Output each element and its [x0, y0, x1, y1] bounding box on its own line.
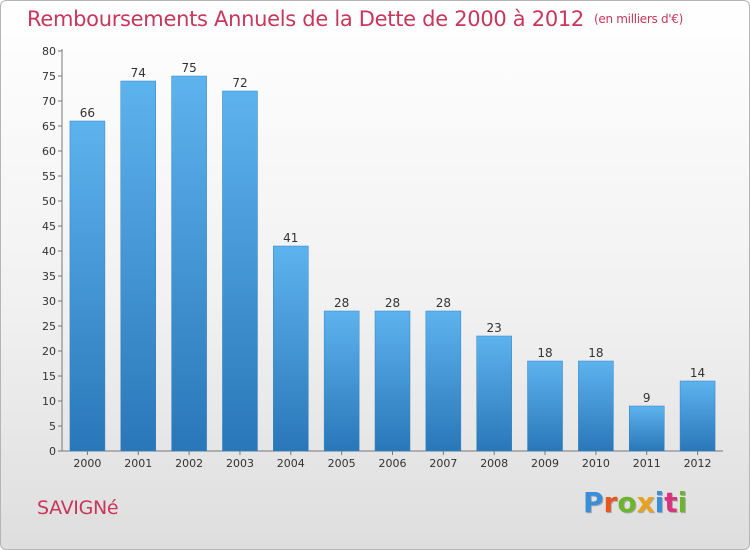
- bar: [120, 80, 157, 452]
- data-label: 28: [436, 296, 451, 310]
- y-tick-label: 60: [42, 145, 56, 158]
- logo-letter: i: [654, 486, 665, 519]
- x-tick-label: 2004: [277, 457, 305, 470]
- x-tick-label: 2003: [226, 457, 254, 470]
- data-label: 18: [537, 346, 552, 360]
- x-tick-label: 2005: [328, 457, 356, 470]
- x-tick-label: 2007: [429, 457, 457, 470]
- y-tick-label: 30: [42, 295, 56, 308]
- data-label: 72: [232, 76, 247, 90]
- data-label: 28: [385, 296, 400, 310]
- y-tick-label: 35: [42, 270, 56, 283]
- logo-letter: t: [664, 486, 678, 519]
- data-label: 23: [487, 321, 502, 335]
- bar: [527, 360, 563, 452]
- chart-title: Remboursements Annuels de la Dette de 20…: [27, 7, 683, 31]
- data-label: 18: [588, 346, 603, 360]
- logo-letter: P: [583, 486, 604, 519]
- y-tick-label: 55: [42, 170, 56, 183]
- logo-letter: o: [617, 486, 637, 519]
- data-label: 9: [643, 391, 651, 405]
- y-tick-label: 50: [42, 195, 56, 208]
- x-tick-label: 2002: [175, 457, 203, 470]
- bar: [374, 310, 411, 452]
- y-tick-label: 75: [42, 70, 56, 83]
- x-tick-label: 2012: [684, 457, 712, 470]
- bar: [273, 245, 309, 452]
- proxiti-logo: Proxiti: [583, 486, 687, 519]
- x-tick-label: 2010: [582, 457, 610, 470]
- bars: [69, 75, 716, 452]
- axes: 0 5 10 15 20 25 30 35 40 45 50 55 60 65 70 75 80 2000 2001…: [42, 45, 723, 470]
- y-tick-label: 80: [42, 45, 56, 58]
- data-label: 28: [334, 296, 349, 310]
- bar: [69, 120, 106, 452]
- x-tick-label: 2001: [124, 457, 152, 470]
- x-tick-label: 2000: [73, 457, 101, 470]
- data-label: 14: [690, 366, 705, 380]
- bar: [171, 75, 207, 452]
- x-tick-label: 2009: [531, 457, 559, 470]
- y-tick-label: 70: [42, 95, 56, 108]
- y-tick-label: 65: [42, 120, 56, 133]
- bar: [578, 360, 614, 452]
- data-labels: 66 74 75 72 41 28 28 28 23 18 18 9 14: [80, 61, 705, 405]
- y-tick-label: 5: [49, 420, 56, 433]
- y-tick-label: 45: [42, 220, 56, 233]
- x-tick-label: 2006: [379, 457, 407, 470]
- data-label: 66: [80, 106, 95, 120]
- commune-name: SAVIGNé: [37, 497, 119, 519]
- data-label: 74: [131, 66, 146, 80]
- title-text: Remboursements Annuels de la Dette de 20…: [27, 7, 584, 31]
- data-label: 75: [181, 61, 196, 75]
- y-tick-label: 15: [42, 370, 56, 383]
- bar: [476, 335, 512, 452]
- data-label: 41: [283, 231, 298, 245]
- y-tick-label: 20: [42, 345, 56, 358]
- bar: [222, 90, 258, 452]
- bar: [425, 310, 462, 452]
- y-tick-label: 10: [42, 395, 56, 408]
- logo-letter: i: [677, 486, 688, 519]
- bar: [679, 380, 716, 452]
- chart-subtitle: (en milliers d'€): [594, 12, 684, 26]
- bar: [323, 310, 360, 452]
- y-tick-label: 25: [42, 320, 56, 333]
- logo-letter: r: [603, 486, 618, 519]
- logo-letter: x: [636, 486, 655, 519]
- x-tick-label: 2008: [480, 457, 508, 470]
- y-tick-label: 40: [42, 245, 56, 258]
- bar: [628, 405, 665, 452]
- y-tick-label: 0: [49, 445, 56, 458]
- x-tick-label: 2011: [633, 457, 661, 470]
